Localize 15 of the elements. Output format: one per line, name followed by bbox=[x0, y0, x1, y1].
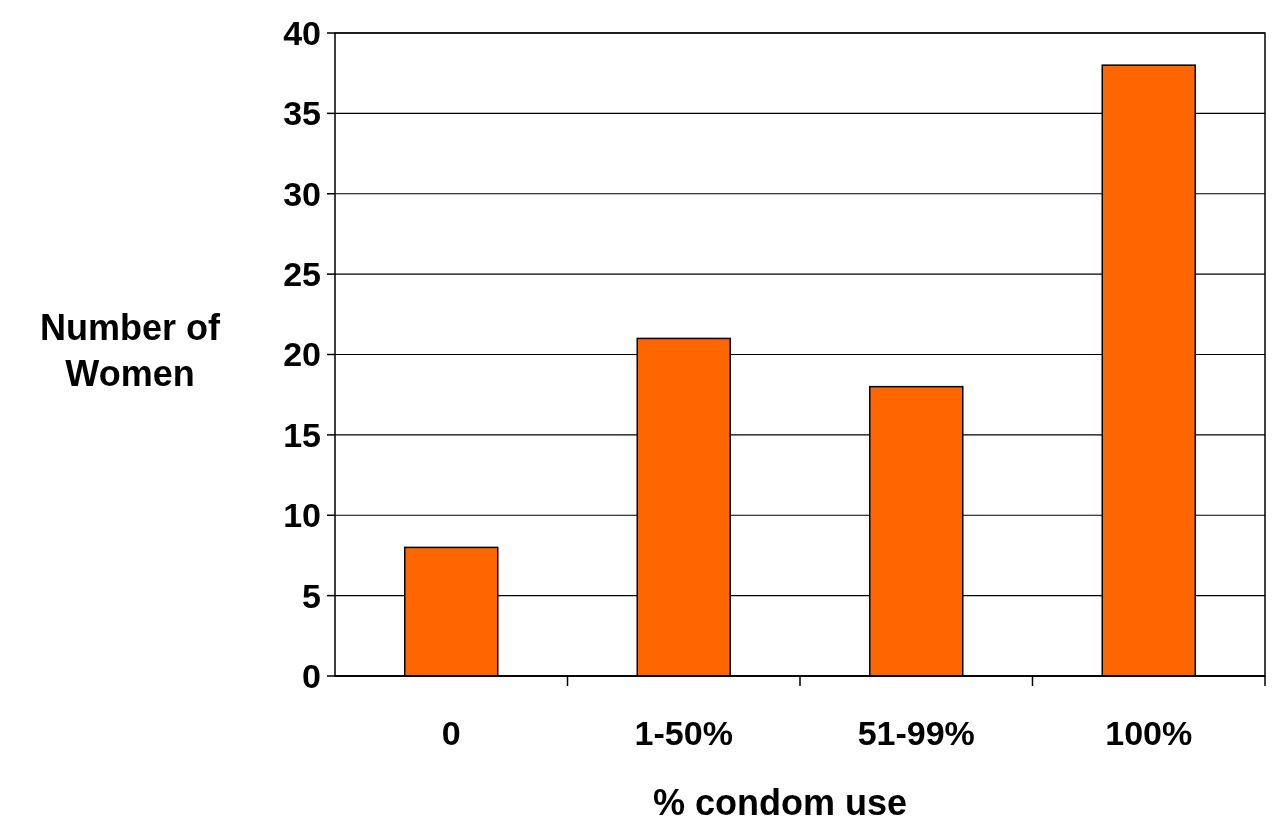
y-tick-label: 30 bbox=[283, 174, 321, 213]
y-axis-title: Number of Women bbox=[40, 307, 222, 394]
y-tick-label: 40 bbox=[283, 13, 321, 52]
y-tick-label: 25 bbox=[283, 255, 321, 294]
y-tick-label: 5 bbox=[302, 576, 321, 615]
y-tick-label: 15 bbox=[283, 415, 321, 454]
y-tick-label: 20 bbox=[283, 335, 321, 374]
x-tick-label: 51-99% bbox=[857, 714, 975, 752]
x-tick-label: 1-50% bbox=[634, 714, 733, 752]
y-tick-label: 35 bbox=[283, 94, 321, 133]
x-tick-label: 100% bbox=[1105, 714, 1193, 752]
y-tick-label: 10 bbox=[283, 496, 321, 535]
x-axis-title: % condom use bbox=[652, 782, 908, 823]
x-tick-label: 0 bbox=[441, 714, 461, 752]
y-tick-label: 0 bbox=[302, 656, 321, 695]
